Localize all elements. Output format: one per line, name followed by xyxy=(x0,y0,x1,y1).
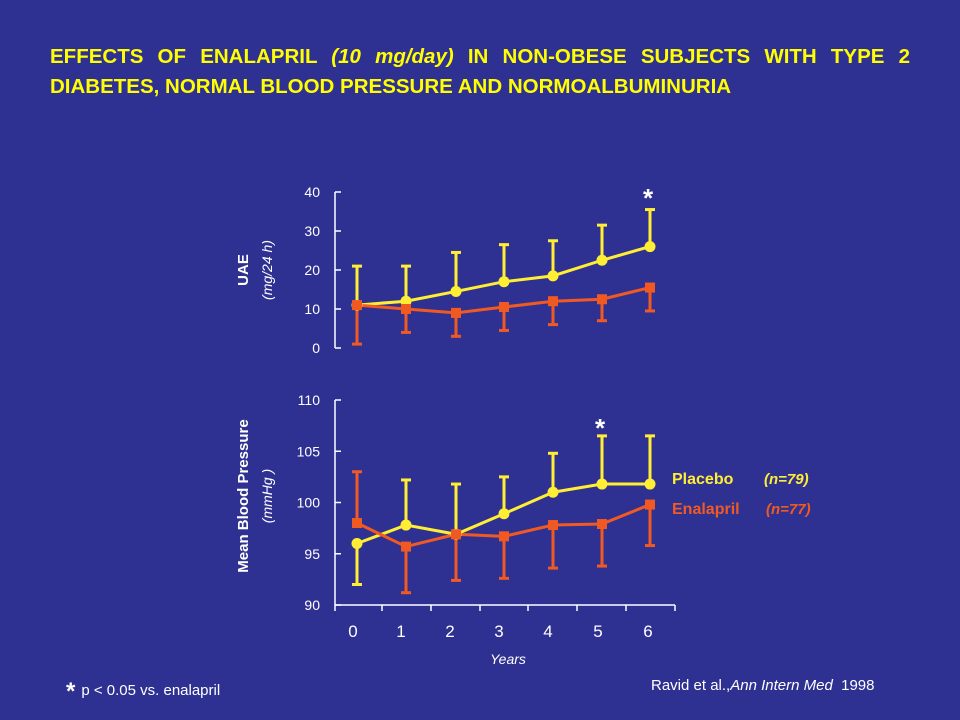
y-axis-unit-0: (mg/24 h) xyxy=(259,240,275,300)
placebo-point-0 xyxy=(450,285,462,297)
x-axis-label: Years xyxy=(490,651,526,667)
placebo-point-0 xyxy=(400,295,412,307)
y-tick-label-1: 90 xyxy=(304,597,320,613)
y-tick-label-1: 105 xyxy=(297,443,321,459)
citation-author: Ravid et al., xyxy=(651,677,731,694)
y-tick-label-0: 0 xyxy=(312,340,320,356)
enalapril-point-1 xyxy=(597,519,607,530)
title-part-1: EFFECTS OF ENALAPRIL xyxy=(50,45,332,68)
x-tick-label: 0 xyxy=(348,622,357,641)
placebo-point-0 xyxy=(644,241,656,253)
enalapril-point-0 xyxy=(597,294,607,305)
y-tick-label-1: 95 xyxy=(304,546,320,562)
y-tick-label-0: 40 xyxy=(304,184,320,200)
y-axis-label-0: UAE xyxy=(235,254,252,286)
x-tick-label: 5 xyxy=(593,622,602,641)
enalapril-point-1 xyxy=(548,520,558,531)
placebo-point-1 xyxy=(351,538,363,549)
legend-enalapril-n: (n=77) xyxy=(766,501,811,518)
x-tick-label: 4 xyxy=(543,622,552,641)
y-tick-label-1: 100 xyxy=(297,495,321,511)
footnote-star: * xyxy=(66,678,76,705)
y-axis-unit-1: (mmHg ) xyxy=(259,469,275,523)
significance-star-0: * xyxy=(643,183,654,213)
x-tick-label: 3 xyxy=(494,622,503,641)
significance-star-1: * xyxy=(595,413,606,443)
enalapril-point-0 xyxy=(352,300,362,311)
enalapril-point-1 xyxy=(451,529,461,540)
placebo-point-0 xyxy=(498,276,510,288)
placebo-point-1 xyxy=(644,478,656,490)
legend-placebo: Placebo xyxy=(672,471,734,488)
enalapril-point-1 xyxy=(645,499,655,510)
enalapril-point-0 xyxy=(645,282,655,293)
enalapril-point-0 xyxy=(499,302,509,313)
placebo-point-1 xyxy=(400,519,412,531)
enalapril-point-1 xyxy=(499,531,509,542)
citation-journal: Ann Intern Med xyxy=(730,677,833,694)
placebo-point-1 xyxy=(547,486,559,498)
y-tick-label-0: 20 xyxy=(304,262,320,278)
enalapril-point-0 xyxy=(401,304,411,314)
placebo-point-0 xyxy=(547,270,559,282)
citation: Ravid et al.,Ann Intern Med 1998 xyxy=(651,677,875,694)
legend-placebo-n: (n=79) xyxy=(764,471,809,488)
x-tick-label: 1 xyxy=(396,622,405,641)
enalapril-point-1 xyxy=(401,541,411,552)
placebo-point-1 xyxy=(596,478,608,490)
enalapril-point-0 xyxy=(548,296,558,307)
title-part-3: IN NON-OBESE SUBJECTS WITH TYPE 2 DIABET… xyxy=(50,45,910,98)
placebo-point-0 xyxy=(596,254,608,266)
x-tick-label: 6 xyxy=(643,622,652,641)
citation-year: 1998 xyxy=(841,677,875,694)
y-tick-label-0: 10 xyxy=(304,301,320,317)
title-dose: (10 mg/day) xyxy=(331,45,454,68)
y-tick-label-1: 110 xyxy=(298,392,321,408)
y-axis-label-1: Mean Blood Pressure xyxy=(235,419,252,572)
placebo-point-1 xyxy=(498,508,510,520)
legend-enalapril: Enalapril xyxy=(672,501,740,518)
x-tick-label: 2 xyxy=(445,622,454,641)
y-tick-label-0: 30 xyxy=(304,223,320,239)
enalapril-point-1 xyxy=(352,518,362,528)
footnote-text: p < 0.05 vs. enalapril xyxy=(81,682,221,699)
chart-title: EFFECTS OF ENALAPRIL (10 mg/day) IN NON-… xyxy=(50,42,910,102)
enalapril-point-0 xyxy=(451,307,461,318)
footnote: * p < 0.05 vs. enalapril xyxy=(66,678,220,706)
